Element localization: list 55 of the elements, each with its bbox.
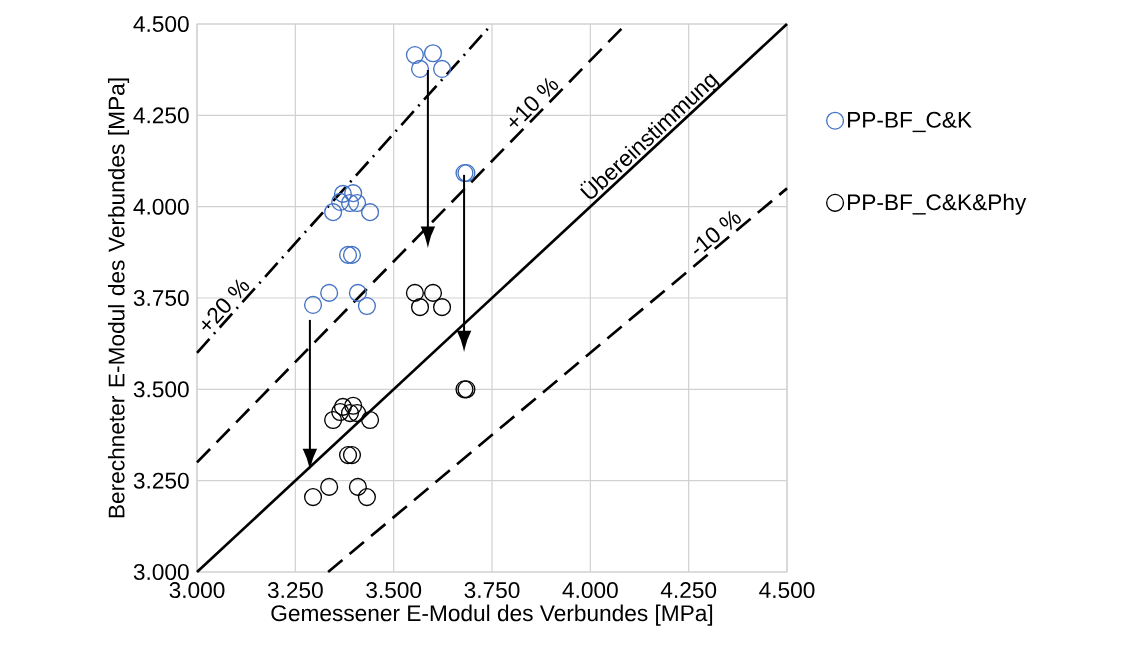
- point: [331, 192, 350, 211]
- point: [361, 410, 380, 430]
- point: [338, 245, 358, 264]
- y-tick-label: 3.750: [133, 289, 189, 307]
- point: [320, 477, 339, 496]
- y-tick-label: 4.500: [133, 15, 189, 33]
- point: [344, 396, 363, 415]
- x-tick-label: 3.250: [267, 582, 323, 599]
- point: [410, 298, 430, 317]
- point: [432, 298, 452, 317]
- y-tick-label: 3.000: [133, 563, 189, 581]
- point: [340, 193, 360, 213]
- point: [423, 283, 443, 302]
- point: [324, 410, 343, 430]
- point: [320, 283, 339, 302]
- point: [338, 446, 358, 465]
- point: [342, 245, 362, 264]
- point: [331, 402, 350, 422]
- text: -10 %: [693, 210, 741, 254]
- point: [340, 404, 360, 423]
- x-tick-label: 4.500: [759, 582, 815, 599]
- point: [348, 477, 367, 496]
- x-axis-title: Gemessener E-Modul des Verbundes [MPa]: [271, 604, 713, 626]
- point: [348, 283, 367, 302]
- point: [432, 59, 452, 79]
- point: [344, 184, 363, 203]
- text: +10 %: [509, 77, 559, 127]
- point: [361, 203, 380, 222]
- x-tick-label: 3.750: [464, 582, 520, 599]
- y-axis-title: Berechneter E-Modul des Verbundes [MPa]: [107, 78, 130, 518]
- legend-label: PP-BF_C&K: [848, 111, 972, 133]
- x-tick-label: 3.000: [169, 582, 225, 599]
- x-tick-label: 4.250: [660, 582, 717, 599]
- point: [342, 446, 362, 465]
- y-tick-label: 3.250: [133, 472, 189, 489]
- point: [303, 295, 323, 315]
- point: [423, 44, 443, 63]
- point: [303, 488, 323, 507]
- y-tick-label: 4.000: [133, 198, 189, 215]
- point: [410, 59, 430, 79]
- point: [357, 488, 376, 507]
- point: [324, 203, 343, 222]
- point: [405, 283, 424, 302]
- point: [348, 404, 367, 423]
- y-tick-label: 4.250: [133, 107, 189, 124]
- x-tick-label: 3.500: [366, 582, 422, 599]
- point: [405, 45, 424, 65]
- y-tick-label: 3.500: [133, 381, 189, 398]
- point: [333, 397, 352, 416]
- point: [357, 296, 376, 316]
- legend-label: PP-BF_C&K&Phy: [848, 193, 1027, 215]
- x-tick-label: 4.000: [562, 582, 618, 599]
- text: +20 %: [201, 279, 250, 330]
- point: [333, 184, 352, 203]
- point: [348, 193, 367, 213]
